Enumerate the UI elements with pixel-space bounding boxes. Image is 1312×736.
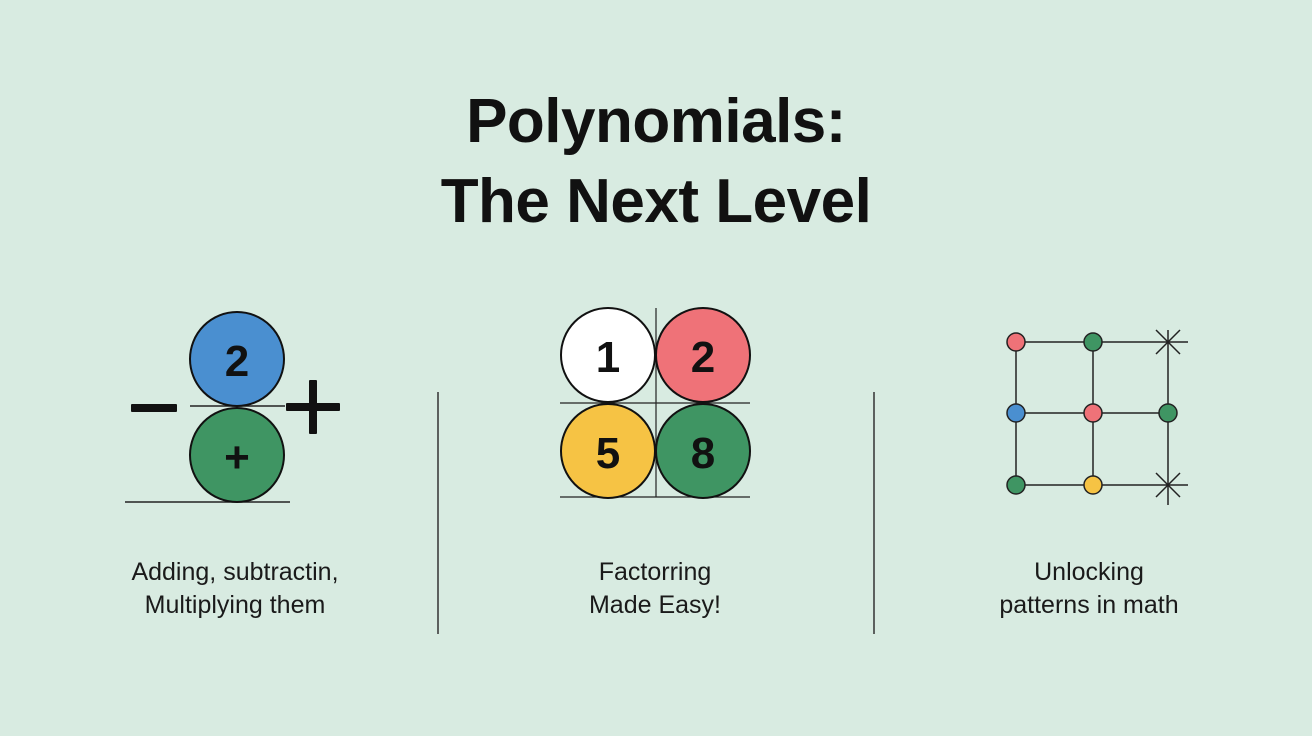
panel-2-graphic: 1 2 5 8 — [560, 307, 751, 499]
factor-cell-label: 5 — [596, 429, 620, 478]
panel-3-graphic — [1006, 329, 1188, 505]
lattice-node-green — [1158, 403, 1178, 423]
blue-circle — [189, 311, 285, 407]
lattice-node-green — [1083, 332, 1103, 352]
panel-1-caption: Adding, subtractin, Multiplying them — [75, 556, 395, 622]
panel-1-graphic: 2 + — [125, 311, 340, 503]
plus-icon — [286, 380, 340, 434]
panel-3-caption: Unlocking patterns in math — [929, 556, 1249, 622]
minus-icon — [131, 404, 177, 412]
panel-2-caption: Factorring Made Easy! — [495, 556, 815, 622]
lattice-node-red — [1083, 403, 1103, 423]
factor-cell-label: 8 — [691, 429, 715, 478]
star-marker — [1155, 472, 1181, 498]
blue-circle-label: 2 — [225, 337, 249, 386]
factor-cell-label: 1 — [596, 333, 620, 382]
lattice-node-yellow — [1083, 475, 1103, 495]
title-line-1: Polynomials: — [466, 87, 846, 156]
factor-cell-green — [655, 403, 751, 499]
caption-line: Factorring — [598, 558, 712, 586]
lattice-node-blue — [1006, 403, 1026, 423]
caption-line: patterns in math — [999, 591, 1179, 619]
caption-line: Made Easy! — [588, 591, 721, 619]
factor-cell-red — [655, 307, 751, 403]
page-title: Polynomials: The Next Level — [0, 82, 1312, 242]
green-circle — [189, 407, 285, 503]
caption-line: Adding, subtractin, — [131, 558, 339, 586]
factor-cell-label: 2 — [691, 333, 715, 382]
green-circle-label: + — [224, 433, 250, 482]
lattice-node-red — [1006, 332, 1026, 352]
caption-line: Unlocking — [1034, 558, 1144, 586]
caption-line: Multiplying them — [144, 591, 326, 619]
star-marker — [1155, 329, 1181, 355]
lattice-node-green — [1006, 475, 1026, 495]
title-line-2: The Next Level — [440, 167, 872, 236]
